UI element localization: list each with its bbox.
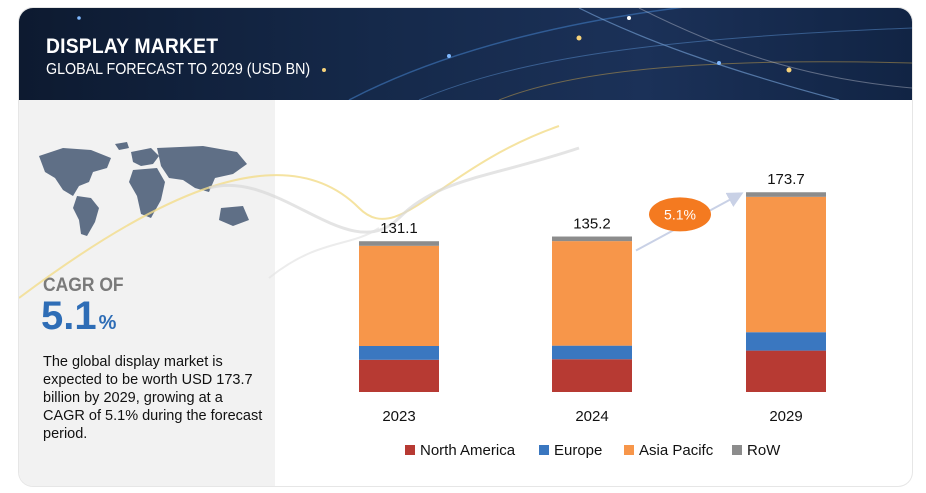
legend-swatch [624, 445, 634, 455]
total-data-label: 173.7 [767, 171, 805, 188]
bar-2023-asia-pacifc [359, 245, 439, 346]
bar-2029-asia-pacifc [746, 196, 826, 333]
bar-2029-row [746, 192, 826, 197]
cagr-value: 5.1 [41, 294, 97, 338]
page-title: DISPLAY MARKET [46, 35, 219, 58]
legend-swatch [539, 445, 549, 455]
bar-2024-row [552, 236, 632, 242]
x-tick-label: 2023 [382, 408, 415, 425]
header-light-streaks [77, 8, 912, 100]
bar-2029-north-america [746, 350, 826, 392]
legend-swatch [732, 445, 742, 455]
legend-item-asia-pacifc: Asia Pacifc [624, 442, 714, 459]
cagr-badge-label: 5.1% [664, 206, 696, 222]
legend-label: North America [420, 442, 516, 459]
x-tick-label: 2024 [575, 408, 608, 425]
bar-2023-north-america [359, 359, 439, 392]
world-map-icon [39, 142, 249, 236]
bar-2029-europe [746, 332, 826, 351]
background-swooshes [19, 125, 580, 299]
legend-item-north-america: North America [405, 442, 516, 459]
bar-2023-europe [359, 346, 439, 360]
cagr-value-block: 5.1% [41, 296, 116, 336]
page-subtitle: GLOBAL FORECAST TO 2029 (USD BN) [46, 61, 311, 78]
total-data-label: 135.2 [573, 216, 611, 233]
cagr-badge [649, 197, 711, 232]
cagr-label: CAGR OF [43, 275, 124, 296]
infographic-card: DISPLAY MARKET GLOBAL FORECAST TO 2029 (… [19, 8, 912, 486]
x-tick-label: 2029 [769, 408, 802, 425]
legend-label: Europe [554, 442, 602, 459]
stacked-bar-chart: 2023 131.1 2024 135.2 2029 173.7 5.1% North A… [19, 125, 826, 459]
bar-2024-asia-pacifc [552, 241, 632, 346]
header-banner: DISPLAY MARKET GLOBAL FORECAST TO 2029 (… [19, 8, 912, 100]
legend-label: RoW [747, 442, 781, 459]
cagr-unit: % [98, 312, 117, 334]
legend-swatch [405, 445, 415, 455]
legend-item-row: RoW [732, 442, 781, 459]
legend-item-europe: Europe [539, 442, 602, 459]
market-description: The global display market is expected to… [43, 354, 263, 442]
total-data-label: 131.1 [380, 220, 418, 237]
bar-2024-europe [552, 345, 632, 360]
legend-label: Asia Pacifc [639, 442, 714, 459]
bar-2023-row [359, 241, 439, 246]
bar-2024-north-america [552, 359, 632, 392]
